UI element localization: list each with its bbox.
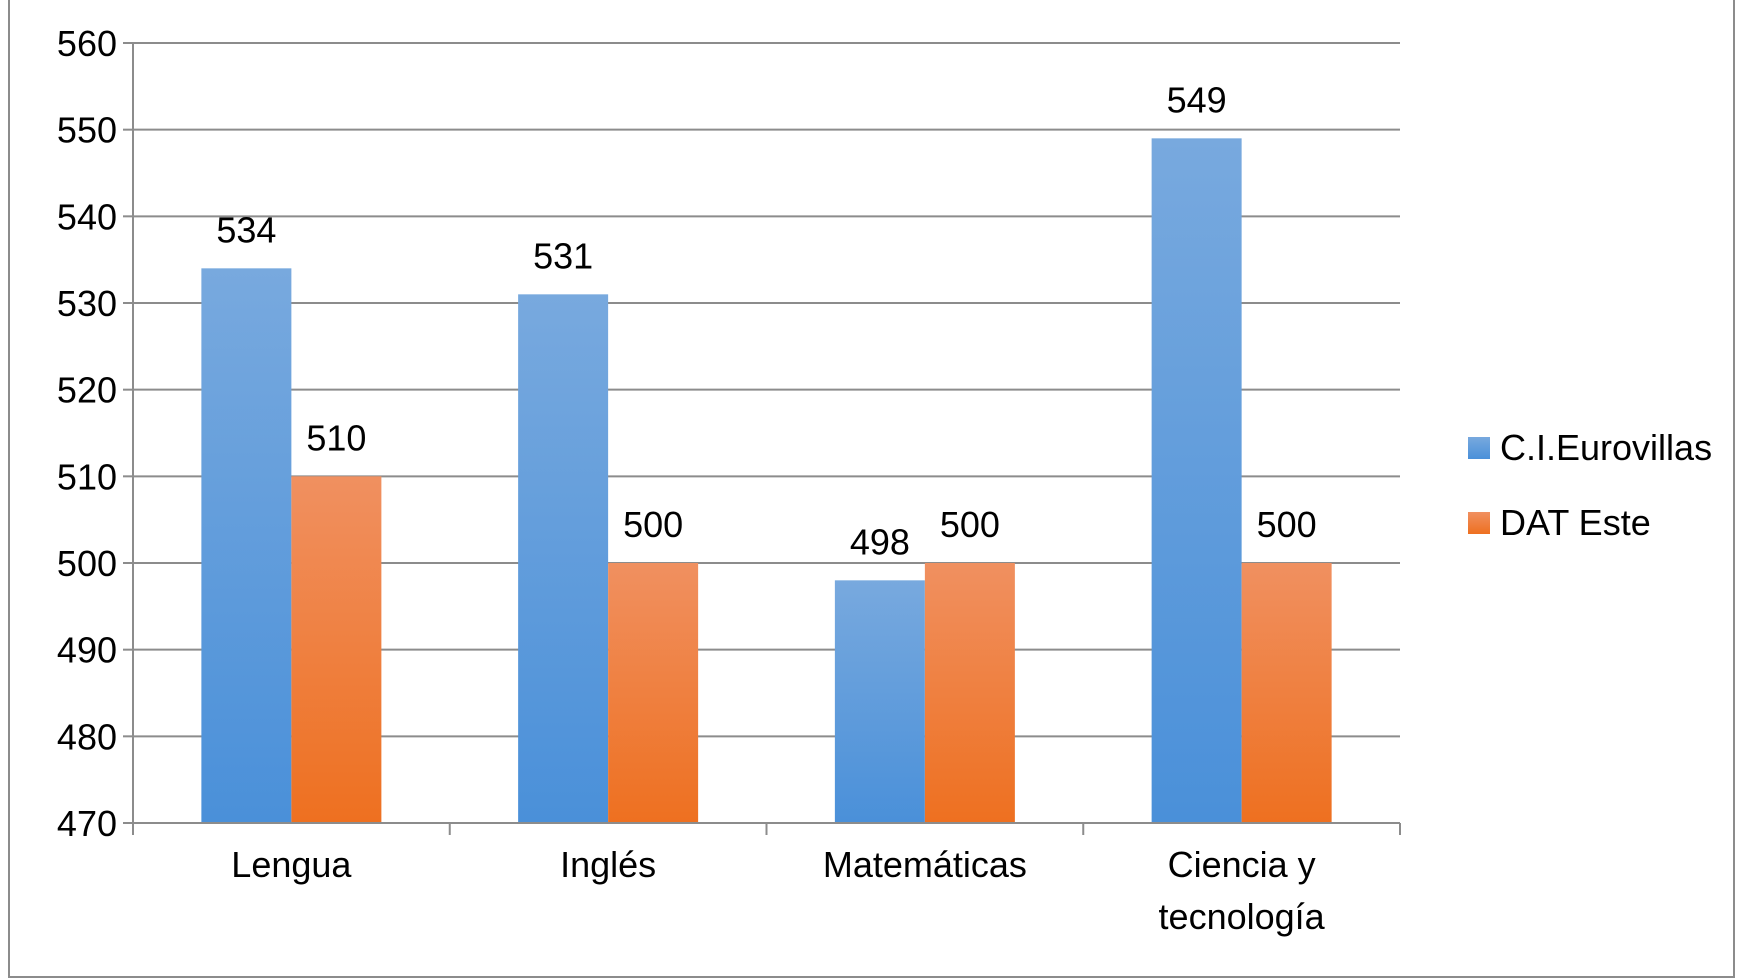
legend: C.I.Eurovillas DAT Este (1468, 427, 1712, 543)
data-labels: 534 510 531 500 498 500 549 500 (216, 79, 1316, 562)
data-label: 500 (940, 504, 1000, 545)
y-tick-labels: 470 480 490 500 510 520 530 540 550 560 (57, 23, 117, 844)
y-tick-label: 560 (57, 23, 117, 64)
legend-label: DAT Este (1500, 502, 1651, 543)
bar (201, 268, 292, 823)
bar (1151, 138, 1242, 824)
data-label: 549 (1167, 79, 1227, 120)
y-tick-label: 530 (57, 283, 117, 324)
y-tick-label: 550 (57, 110, 117, 151)
legend-swatch (1468, 512, 1490, 534)
y-tick-label: 490 (57, 630, 117, 671)
y-tick-label: 520 (57, 370, 117, 411)
data-label: 531 (533, 235, 593, 276)
x-category-label: Matemáticas (823, 844, 1027, 885)
bar (924, 563, 1015, 823)
x-category-label: Inglés (560, 844, 656, 885)
bar (1241, 563, 1332, 823)
data-label: 498 (850, 521, 910, 562)
y-tick-label: 480 (57, 716, 117, 757)
data-label: 510 (306, 417, 366, 458)
bars (201, 138, 1332, 824)
bar (518, 294, 609, 823)
legend-swatch (1468, 437, 1490, 459)
bar (608, 563, 699, 823)
bar (834, 580, 925, 823)
data-label: 534 (216, 209, 276, 250)
axes (132, 43, 1401, 835)
bar (291, 476, 382, 823)
x-category-label: Ciencia y tecnología (1159, 844, 1326, 937)
y-tick-label: 470 (57, 803, 117, 844)
legend-label: C.I.Eurovillas (1500, 427, 1712, 468)
y-tick-label: 540 (57, 196, 117, 237)
x-category-labels: Lengua Inglés Matemáticas Ciencia y tecnolog… (231, 844, 1325, 937)
y-tick-label: 500 (57, 543, 117, 584)
data-label: 500 (1257, 504, 1317, 545)
y-tick-label: 510 (57, 456, 117, 497)
data-label: 500 (623, 504, 683, 545)
x-category-label: Lengua (231, 844, 352, 885)
